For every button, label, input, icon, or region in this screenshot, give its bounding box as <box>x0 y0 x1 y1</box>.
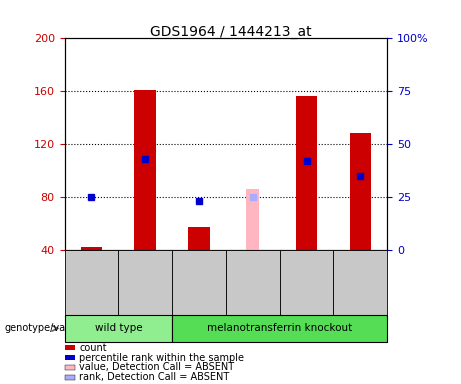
Text: value, Detection Call = ABSENT: value, Detection Call = ABSENT <box>79 362 234 372</box>
Text: percentile rank within the sample: percentile rank within the sample <box>79 353 244 362</box>
Text: count: count <box>79 343 107 353</box>
Text: GDS1964 / 1444213_at: GDS1964 / 1444213_at <box>150 25 311 39</box>
Text: melanotransferrin knockout: melanotransferrin knockout <box>207 323 352 333</box>
Bar <box>349 134 371 250</box>
Text: genotype/variation: genotype/variation <box>5 323 97 333</box>
Text: wild type: wild type <box>95 323 142 333</box>
Bar <box>81 247 102 250</box>
Bar <box>246 189 259 250</box>
Bar <box>188 227 210 250</box>
Bar <box>135 90 156 250</box>
Text: rank, Detection Call = ABSENT: rank, Detection Call = ABSENT <box>79 372 230 382</box>
Bar <box>296 96 317 250</box>
